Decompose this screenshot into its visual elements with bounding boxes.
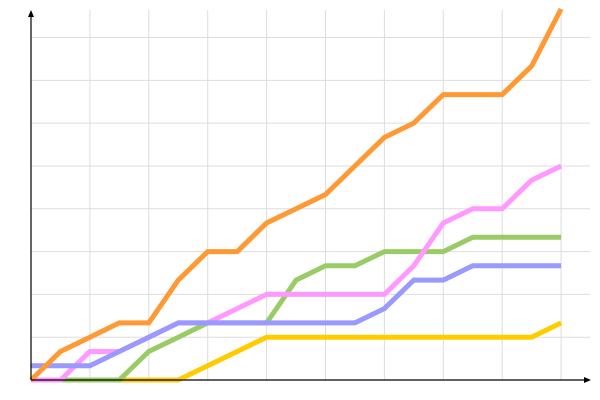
series-line-3 <box>31 263 562 369</box>
series-line-4 <box>29 7 564 382</box>
series-lines <box>29 7 564 383</box>
y-axis-arrow <box>28 10 34 17</box>
series-line-2 <box>31 163 563 383</box>
axes <box>28 10 591 383</box>
x-axis-arrow <box>584 377 591 383</box>
series-line-1 <box>31 234 562 383</box>
